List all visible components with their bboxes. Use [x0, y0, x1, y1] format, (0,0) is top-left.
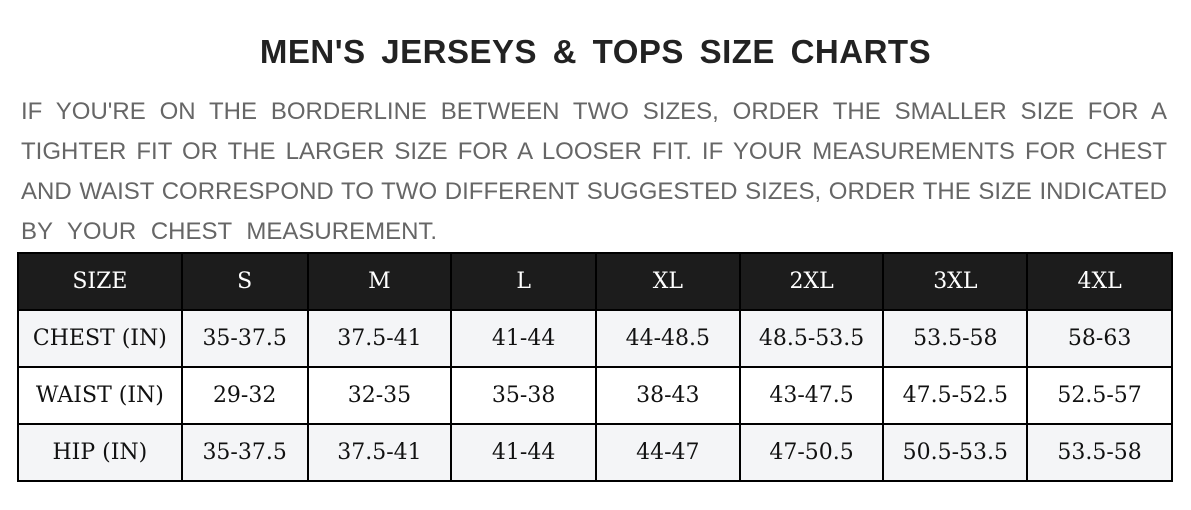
- table-cell: 43-47.5: [738, 366, 885, 425]
- table-cell: 29-32: [180, 366, 309, 425]
- note-line: BY YOUR CHEST MEASUREMENT.: [21, 218, 438, 245]
- table-header-row: SIZE S M L XL 2XL 3XL 4XL: [17, 252, 1173, 311]
- table-cell: 44-47: [594, 423, 741, 482]
- table-cell: 50.5-53.5: [882, 423, 1029, 482]
- table-cell: 47-50.5: [738, 423, 885, 482]
- note-line: TIGHTER FIT OR THE LARGER SIZE FOR A LOO…: [21, 138, 1167, 165]
- table-cell: 48.5-53.5: [738, 309, 885, 368]
- table-cell: 53.5-58: [882, 309, 1029, 368]
- table-row: WAIST (IN) 29-32 32-35 35-38 38-43 43-47.5 47.…: [17, 366, 1173, 425]
- table-cell: 41-44: [450, 309, 597, 368]
- size-chart-table: SIZE S M L XL 2XL 3XL 4XL CHEST (IN) 35-37.5 37.5…: [17, 252, 1173, 482]
- table-cell: 35-37.5: [180, 309, 309, 368]
- table-cell: 47.5-52.5: [882, 366, 1029, 425]
- note-line: AND WAIST CORRESPOND TO TWO DIFFERENT SU…: [21, 178, 1167, 205]
- table-cell: 35-37.5: [180, 423, 309, 482]
- table-cell: 41-44: [450, 423, 597, 482]
- row-label: HIP (IN): [17, 423, 183, 482]
- table-cell: 37.5-41: [306, 423, 453, 482]
- column-header-s: S: [180, 252, 309, 311]
- column-header-m: M: [306, 252, 453, 311]
- page-title: MEN'S JERSEYS & TOPS SIZE CHARTS: [259, 33, 932, 70]
- column-header-size: SIZE: [17, 252, 183, 311]
- column-header-l: L: [450, 252, 597, 311]
- column-header-xl: XL: [594, 252, 741, 311]
- column-header-3xl: 3XL: [882, 252, 1029, 311]
- row-label: CHEST (IN): [17, 309, 183, 368]
- table-cell: 35-38: [450, 366, 597, 425]
- column-header-2xl: 2XL: [738, 252, 885, 311]
- table-cell: 32-35: [306, 366, 453, 425]
- sizing-note: IF YOU'RE ON THE BORDERLINE BETWEEN TWO …: [21, 96, 1167, 256]
- table-cell: 53.5-58: [1026, 423, 1173, 482]
- table-row: HIP (IN) 35-37.5 37.5-41 41-44 44-47 47-50.5 5…: [17, 423, 1173, 482]
- table-cell: 52.5-57: [1026, 366, 1173, 425]
- table-cell: 38-43: [594, 366, 741, 425]
- table-cell: 44-48.5: [594, 309, 741, 368]
- table-row: CHEST (IN) 35-37.5 37.5-41 41-44 44-48.5 48.5…: [17, 309, 1173, 368]
- table-cell: 37.5-41: [306, 309, 453, 368]
- table-cell: 58-63: [1026, 309, 1173, 368]
- note-line: IF YOU'RE ON THE BORDERLINE BETWEEN TWO …: [21, 98, 1167, 125]
- column-header-4xl: 4XL: [1026, 252, 1173, 311]
- row-label: WAIST (IN): [17, 366, 183, 425]
